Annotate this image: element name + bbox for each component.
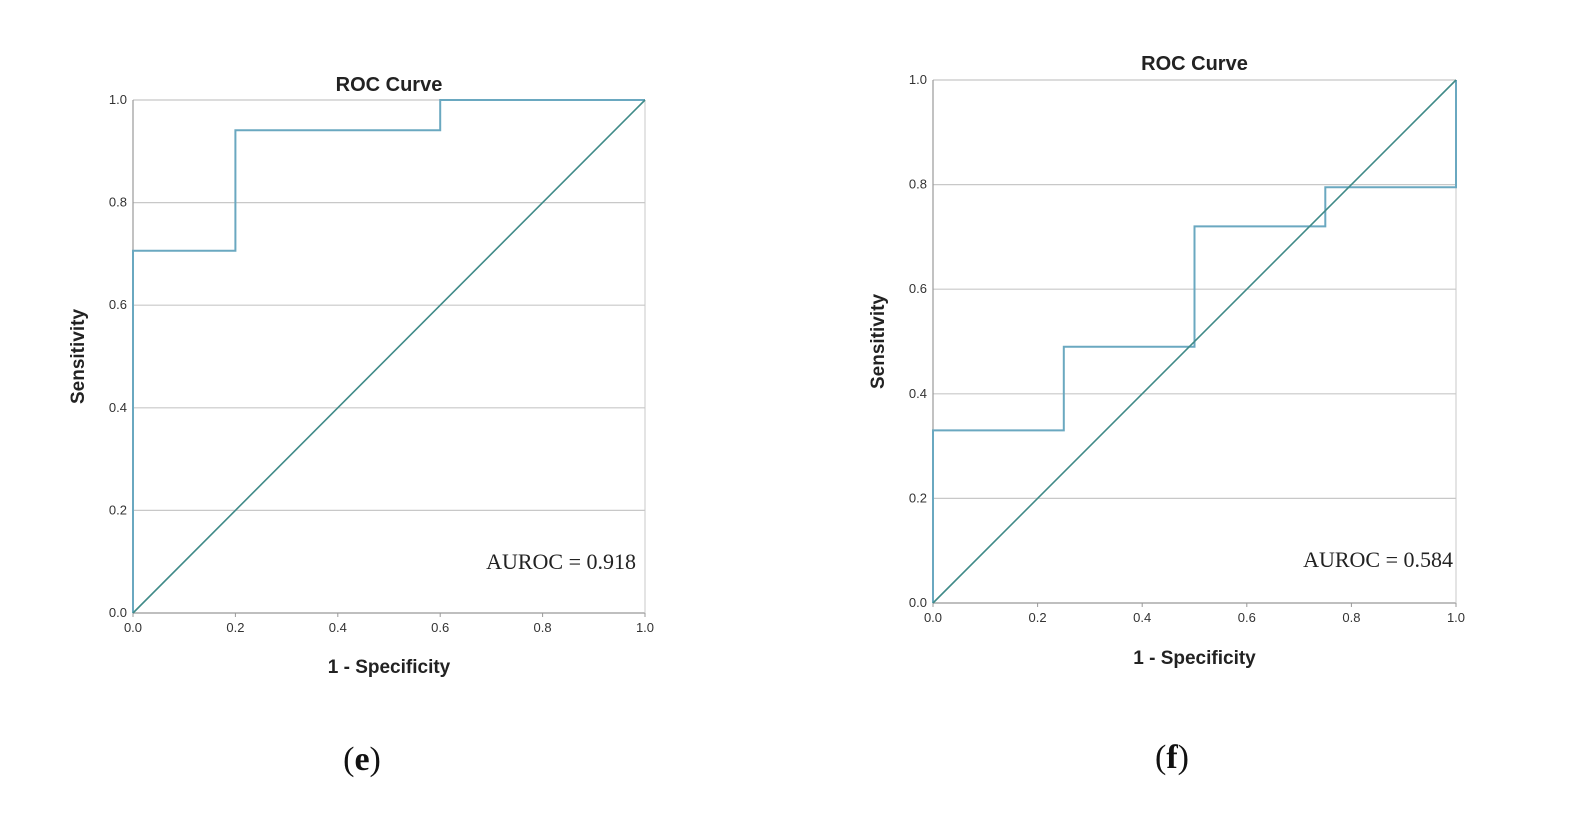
y-tick-label: 0.2 [909,490,927,505]
chart-e: 0.0 0.2 0.4 0.6 0.8 1.0 0.0 0.2 0.4 0.6 0.8 1.0 ROC … [68,74,654,778]
panel-label-letter: f [1166,739,1178,776]
roc-curve-line [932,80,1457,603]
x-tick-label: 0.0 [124,620,142,635]
panel-label-open: ( [1155,739,1166,776]
chart-title: ROC Curve [336,74,443,96]
y-tick-label: 0.2 [109,502,127,517]
y-tick-label: 0.0 [909,595,927,610]
x-tick-label: 0.2 [226,620,244,635]
y-axis-label: Sensitivity [68,309,89,404]
panel-label: (f) [1155,739,1189,776]
chart-f: 0.0 0.2 0.4 0.6 0.8 1.0 0.0 0.2 0.4 0.6 0.8 1.0 ROC … [868,53,1465,776]
panel-label: (e) [343,741,381,778]
y-tick-label: 0.0 [109,605,127,620]
y-tick-label: 0.4 [909,386,927,401]
x-axis-label: 1 - Specificity [328,657,451,678]
roc-curve-line [132,99,645,613]
x-tick-label: 1.0 [1447,610,1465,625]
chart-title: ROC Curve [1141,53,1248,75]
reference-line [132,99,646,614]
y-tick-label: 1.0 [909,72,927,87]
x-tick-label: 0.4 [1133,610,1151,625]
panel-label-letter: e [354,741,369,778]
panel-label-close: ) [1178,739,1189,776]
reference-line [932,79,1457,604]
x-tick-label: 0.6 [1238,610,1256,625]
x-tick-label: 0.8 [534,620,552,635]
y-tick-label: 0.4 [109,400,127,415]
y-tick-label: 1.0 [109,92,127,107]
y-tick-label: 0.8 [909,177,927,192]
x-tick-label: 0.4 [329,620,347,635]
x-tick-label: 0.8 [1342,610,1360,625]
auroc-annotation: AUROC = 0.584 [1303,547,1453,572]
x-tick-label: 0.6 [431,620,449,635]
x-tick-label: 0.0 [924,610,942,625]
auroc-annotation: AUROC = 0.918 [486,549,636,574]
x-axis-label: 1 - Specificity [1133,648,1256,669]
panel-label-close: ) [370,741,381,778]
y-axis-label: Sensitivity [868,294,889,389]
y-tick-label: 0.6 [909,281,927,296]
y-tick-label: 0.6 [109,297,127,312]
y-tick-label: 0.8 [109,195,127,210]
x-tick-label: 1.0 [636,620,654,635]
x-tick-label: 0.2 [1029,610,1047,625]
panel-label-open: ( [343,741,354,778]
